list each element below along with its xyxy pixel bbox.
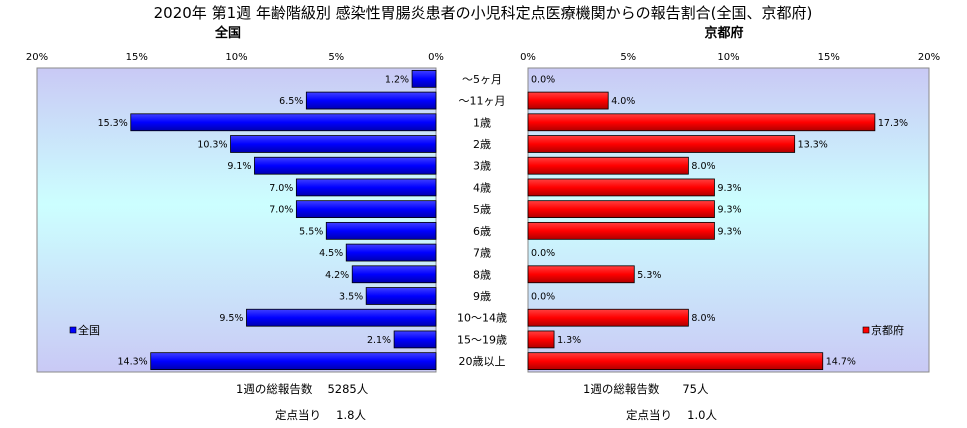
kyoto-legend-label: 京都府: [871, 323, 904, 337]
national-bar: [325, 221, 437, 240]
kyoto-data-label: 0.0%: [531, 74, 555, 85]
national-data-label: 2.1%: [367, 335, 391, 346]
kyoto-legend-swatch: [862, 326, 870, 334]
kyoto-data-label: 9.3%: [717, 205, 741, 216]
kyoto-bar: [527, 178, 715, 197]
kyoto-data-label: 13.3%: [798, 140, 828, 151]
category-label: 8歳: [473, 268, 491, 281]
kyoto-data-label: 9.3%: [717, 226, 741, 237]
national-x-tick-label: 20%: [26, 52, 48, 63]
category-label: 9歳: [473, 290, 491, 303]
kyoto-bar: [527, 113, 876, 132]
kyoto-x-tick-label: 0%: [520, 52, 536, 63]
kyoto-x-tick-label: 15%: [818, 52, 840, 63]
national-bar: [351, 265, 437, 284]
national-subtitle: 全国: [214, 25, 241, 41]
category-label: ～11ヶ月: [459, 95, 506, 108]
kyoto-bar: [527, 352, 824, 371]
kyoto-data-label: 1.3%: [557, 335, 581, 346]
kyoto-x-tick-label: 20%: [918, 52, 940, 63]
national-bar: [254, 156, 437, 175]
national-legend-swatch: [69, 326, 77, 334]
national-bar: [393, 330, 437, 349]
kyoto-data-label: 9.3%: [717, 183, 741, 194]
national-total-reports: 1週の総報告数 5285人: [236, 382, 369, 396]
national-bar: [150, 352, 437, 371]
national-bar: [230, 135, 437, 153]
category-label: 10～14歳: [457, 312, 507, 325]
kyoto-data-label: 5.3%: [637, 270, 661, 281]
national-bar: [411, 69, 437, 88]
kyoto-data-label: 0.0%: [531, 292, 555, 303]
national-bar: [345, 243, 437, 262]
national-data-label: 3.5%: [339, 292, 363, 303]
category-label: 1歳: [473, 116, 491, 129]
kyoto-data-label: 14.7%: [826, 357, 856, 368]
kyoto-bar: [527, 221, 715, 240]
kyoto-bar: [527, 308, 689, 327]
kyoto-total-reports: 1週の総報告数 75人: [583, 382, 709, 396]
kyoto-bar: [527, 156, 689, 175]
national-data-label: 4.2%: [325, 270, 349, 281]
national-per-sentinel: 定点当り 1.8人: [275, 408, 366, 422]
national-data-label: 4.5%: [319, 248, 343, 259]
national-bar: [130, 113, 437, 132]
national-data-label: 9.5%: [219, 313, 243, 324]
national-bar: [295, 200, 437, 219]
national-data-label: 1.2%: [385, 74, 409, 85]
national-bar: [305, 91, 437, 110]
kyoto-data-label: 4.0%: [611, 96, 635, 107]
category-label: 6歳: [473, 225, 491, 238]
kyoto-bar: [527, 200, 715, 219]
kyoto-x-tick-label: 5%: [620, 52, 636, 63]
national-x-tick-label: 15%: [126, 52, 148, 63]
category-label: 4歳: [473, 181, 491, 194]
kyoto-bar: [527, 91, 609, 110]
chart-title: 2020年 第1週 年齢階級別 感染性胃腸炎患者の小児科定点医療機関からの報告割…: [154, 4, 813, 22]
kyoto-subtitle: 京都府: [704, 25, 743, 41]
national-data-label: 6.5%: [279, 96, 303, 107]
national-legend-label: 全国: [78, 323, 100, 337]
kyoto-data-label: 0.0%: [531, 248, 555, 259]
national-data-label: 7.0%: [269, 205, 293, 216]
kyoto-bar: [527, 330, 555, 349]
kyoto-bar: [527, 135, 796, 153]
kyoto-data-label: 8.0%: [691, 313, 715, 324]
national-data-label: 10.3%: [197, 140, 227, 151]
kyoto-data-label: 8.0%: [691, 161, 715, 172]
national-x-tick-label: 5%: [328, 52, 344, 63]
national-bar: [295, 178, 437, 197]
national-x-tick-label: 0%: [428, 52, 444, 63]
national-bar: [246, 308, 437, 327]
category-label: 15～19歳: [457, 333, 507, 346]
national-x-tick-label: 10%: [225, 52, 247, 63]
category-label: 2歳: [473, 138, 491, 151]
national-data-label: 5.5%: [299, 226, 323, 237]
national-bar: [365, 287, 437, 305]
national-data-label: 15.3%: [98, 118, 128, 129]
national-data-label: 14.3%: [118, 357, 148, 368]
category-label: 20歳以上: [459, 355, 506, 368]
kyoto-per-sentinel: 定点当り 1.0人: [626, 408, 717, 422]
category-label: 5歳: [473, 203, 491, 216]
national-data-label: 9.1%: [227, 161, 251, 172]
kyoto-data-label: 17.3%: [878, 118, 908, 129]
category-label: ～5ヶ月: [462, 73, 502, 86]
category-label: 7歳: [473, 247, 491, 260]
kyoto-x-tick-label: 10%: [717, 52, 739, 63]
national-data-label: 7.0%: [269, 183, 293, 194]
kyoto-bar: [527, 265, 635, 284]
category-label: 3歳: [473, 160, 491, 173]
